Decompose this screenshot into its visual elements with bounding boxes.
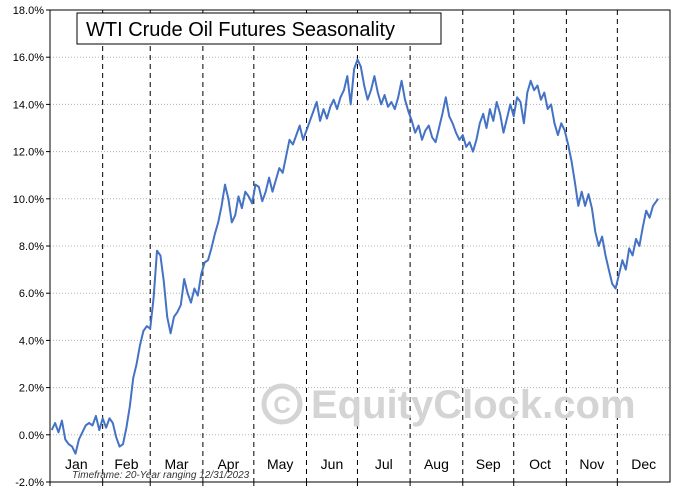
svg-text:C: C: [273, 392, 290, 419]
y-tick-label: 14.0%: [13, 99, 44, 111]
y-tick-label: 0.0%: [19, 430, 44, 442]
y-tick-label: 10.0%: [13, 194, 44, 206]
y-tick-label: 8.0%: [19, 241, 44, 253]
x-tick-label: Feb: [114, 456, 138, 472]
plot-border: [49, 9, 671, 483]
y-axis: 18.0% 16.0% 14.0% 12.0% 10.0% 8.0% 6.0% 4.0% 2.0…: [13, 5, 50, 489]
timeframe-footnote: Timeframe: 20-Year ranging 12/31/2023: [72, 470, 250, 481]
x-tick-label: Jun: [321, 456, 344, 472]
x-axis: Jan Feb Mar Apr May Jun Jul Aug Sep Oct Nov Dec: [49, 456, 656, 486]
grid: [50, 9, 670, 483]
chart-title-box: WTI Crude Oil Futures Seasonality: [76, 12, 442, 45]
series-group: [50, 58, 659, 455]
x-tick-label: Jan: [65, 456, 88, 472]
x-tick-label: Aug: [424, 456, 449, 472]
y-tick-label: 12.0%: [13, 147, 44, 159]
x-tick-label: Mar: [164, 456, 188, 472]
y-tick-label: 4.0%: [19, 335, 44, 347]
watermark: C EquityClock.com: [261, 383, 636, 427]
x-tick-label: Nov: [579, 456, 604, 472]
x-tick-label: Apr: [217, 456, 239, 472]
watermark-text: EquityClock.com: [311, 383, 636, 427]
x-tick-label: Sep: [476, 456, 501, 472]
x-tick-label: Dec: [631, 456, 656, 472]
seasonality-series-line: [50, 58, 659, 455]
x-tick-label: May: [267, 456, 293, 472]
x-tick-label: Oct: [529, 456, 551, 472]
watermark-logo-icon: C: [261, 383, 303, 425]
y-tick-label: 16.0%: [13, 52, 44, 64]
y-tick-label: 18.0%: [13, 5, 44, 17]
y-tick-label: 2.0%: [19, 383, 44, 395]
y-tick-label: 6.0%: [19, 288, 44, 300]
y-tick-label: -2.0%: [15, 477, 44, 489]
chart-title: WTI Crude Oil Futures Seasonality: [86, 19, 395, 41]
x-tick-label: Jul: [375, 456, 393, 472]
